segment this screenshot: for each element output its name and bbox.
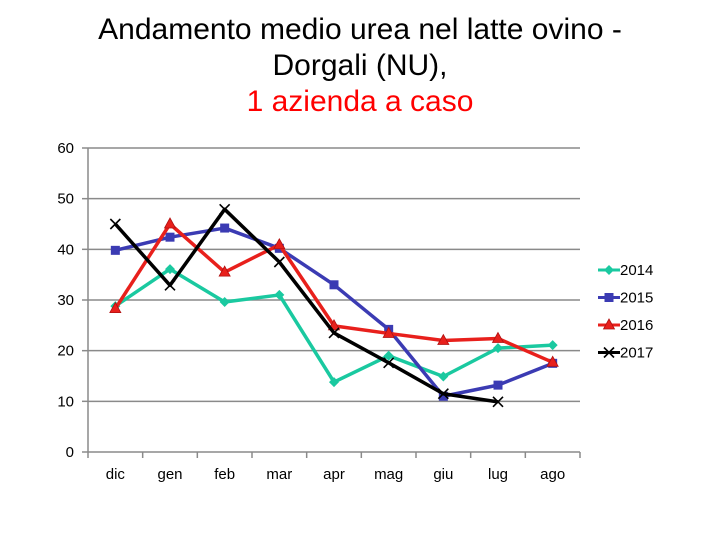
y-tick-label: 20 [57, 343, 74, 360]
y-tick-label: 0 [66, 444, 74, 461]
series-line [114, 207, 499, 404]
y-tick-label: 60 [57, 140, 74, 157]
series-lines [109, 203, 559, 408]
data-point [165, 264, 175, 275]
data-point [163, 217, 177, 229]
data-point [493, 380, 503, 390]
chart-title-line-1: Andamento medio urea nel latte ovino - [98, 13, 622, 46]
x-tick-label: lug [488, 466, 508, 483]
legend-item: 2015 [598, 290, 653, 307]
data-point [109, 301, 122, 314]
legend-label: 2014 [620, 262, 653, 279]
series-2017 [109, 203, 504, 408]
data-point [492, 396, 504, 408]
x-tick-label: apr [323, 466, 345, 483]
data-point [109, 218, 121, 230]
y-tick-label: 40 [57, 241, 74, 258]
y-tick-label: 50 [57, 191, 74, 208]
legend-label: 2017 [620, 345, 653, 362]
series-line [114, 226, 554, 399]
data-point [220, 223, 230, 233]
chart-title-line-3: 1 azienda a caso [246, 85, 474, 118]
marker-stroke [492, 396, 504, 408]
marker-stroke [328, 327, 340, 339]
axes [82, 147, 581, 458]
data-point [165, 232, 175, 242]
marker-stroke [109, 218, 121, 230]
x-tick-label: ago [540, 466, 565, 483]
data-point [328, 327, 340, 339]
data-point [219, 297, 230, 308]
data-point [164, 279, 176, 291]
legend-label: 2016 [620, 317, 653, 334]
tick-labels: 0 10 20 30 40 50 60 dic gen feb mar apr mag giu lug ago [57, 140, 565, 483]
data-point [274, 289, 285, 300]
data-point [438, 371, 449, 382]
legend-label: 2015 [620, 290, 653, 307]
marker-stroke [273, 256, 285, 268]
x-tick-label: dic [106, 466, 126, 483]
x-tick-label: mag [374, 466, 403, 483]
marker-stroke [603, 346, 615, 359]
data-point [218, 265, 231, 277]
x-tick-label: gen [157, 466, 182, 483]
data-point [110, 245, 120, 255]
marker-stroke [219, 203, 231, 215]
data-point [546, 355, 559, 367]
series-line [113, 222, 554, 364]
data-point [383, 350, 394, 361]
marker-stroke [383, 357, 395, 369]
data-point [329, 377, 339, 388]
data-point [547, 340, 558, 351]
x-tick-label: feb [214, 466, 235, 483]
legend-item: 2016 [598, 317, 653, 334]
legend: 2014 2015 2016 2017 [598, 262, 653, 362]
legend-marker [603, 346, 615, 359]
data-point [491, 331, 505, 343]
legend-item: 2014 [598, 262, 653, 279]
legend-item: 2017 [598, 345, 653, 362]
data-point [382, 326, 395, 338]
x-tick-label: giu [433, 466, 453, 483]
chart-title: Andamento medio urea nel latte ovino - D… [0, 12, 720, 120]
x-tick-label: mar [266, 466, 292, 483]
series-2014 [110, 264, 558, 388]
legend-marker [602, 318, 616, 330]
data-point [219, 203, 231, 215]
series-2016 [109, 217, 559, 367]
data-point [437, 333, 450, 345]
data-point [273, 256, 285, 268]
data-point [383, 357, 395, 369]
legend-marker [604, 293, 614, 302]
y-tick-label: 10 [57, 393, 74, 410]
series-2015 [110, 223, 558, 401]
data-point [438, 391, 448, 401]
data-point [493, 343, 503, 354]
marker-stroke [437, 388, 449, 400]
data-point [437, 388, 449, 400]
y-tick-label: 30 [57, 292, 74, 309]
data-point [329, 280, 339, 290]
data-point [273, 237, 286, 250]
legend-marker [604, 265, 614, 275]
chart-title-line-2: Dorgali (NU), [272, 49, 448, 82]
marker-stroke [164, 279, 176, 291]
